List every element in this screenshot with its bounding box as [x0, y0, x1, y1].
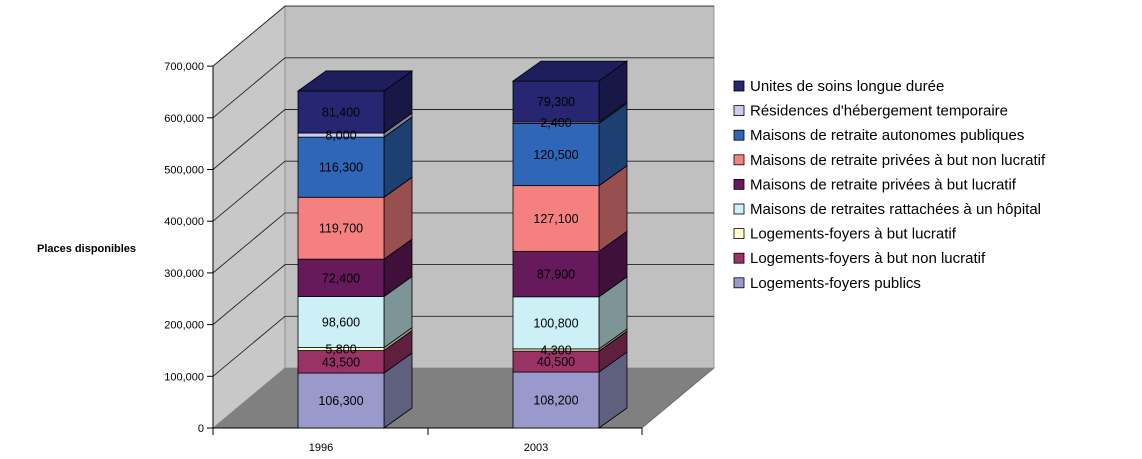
legend-item: Logements-foyers à but non lucratif [733, 250, 986, 267]
bar-segment [512, 164, 628, 253]
bar-segment [297, 116, 413, 199]
legend-label: Unites de soins longue durée [750, 78, 944, 95]
bar-segment-front [512, 371, 600, 429]
y-axis-title: Places disponibles [37, 243, 136, 255]
legend-item: Logements-foyers publics [733, 275, 921, 292]
data-label: 87,900 [537, 268, 575, 282]
bar-segment-front [297, 90, 385, 134]
legend-swatch [733, 252, 745, 264]
bar-segment [512, 276, 628, 350]
legend-label: Maisons de retraite privées à but non lu… [750, 152, 1046, 169]
bar-segment [296, 70, 414, 134]
data-label: 116,300 [319, 161, 363, 175]
data-label: 106,300 [318, 394, 363, 408]
legend-item: Résidences d'hébergement temporaire [733, 103, 1008, 120]
legend-label: Logements-foyers à but lucratif [750, 226, 957, 243]
bar-segment-front [512, 296, 600, 350]
y-tick-label: 700,000 [164, 61, 204, 73]
legend-item: Logements-foyers à but lucratif [733, 226, 957, 243]
bar-segment [512, 230, 628, 298]
data-label: 4,300 [540, 344, 571, 358]
data-label: 108,200 [533, 394, 578, 408]
bar-segment [297, 275, 413, 349]
chart-walls [211, 5, 716, 429]
bar-segment-front [297, 136, 385, 198]
bar-segment-front [512, 185, 600, 252]
bar-top [511, 60, 629, 82]
legend: Unites de soins longue durée Résidences d… [733, 78, 1046, 292]
legend-swatch [733, 80, 745, 92]
data-label: 100,800 [533, 316, 578, 330]
y-tick-label: 400,000 [164, 216, 204, 228]
legend-swatch [733, 203, 745, 215]
axes: 0 100,000 200,000 300,000 400,000 500,000 600,… [164, 61, 643, 454]
data-label: 43,500 [322, 355, 360, 369]
legend-swatch [733, 178, 745, 190]
gridline [212, 5, 714, 67]
legend-swatch [733, 277, 745, 289]
legend-label: Maisons de retraites rattachées à un hôp… [750, 201, 1041, 218]
y-tick-label: 0 [198, 423, 204, 435]
gridline [212, 57, 714, 119]
legend-label: Résidences d'hébergement temporaire [750, 103, 1008, 120]
data-label: 81,400 [322, 105, 360, 119]
data-label: 40,500 [537, 355, 575, 369]
chart-floor [211, 367, 716, 429]
data-label: 120,500 [533, 148, 578, 162]
legend-item: Maisons de retraite privées à but lucrat… [733, 176, 1017, 193]
bar-segment [512, 102, 628, 187]
bar-segment [512, 351, 628, 429]
bar-segment-front [512, 250, 600, 298]
y-tick-label: 600,000 [164, 113, 204, 125]
legend-item: Maisons de retraites rattachées à un hôp… [733, 201, 1041, 218]
legend-label: Maisons de retraite privées à but lucrat… [750, 176, 1017, 193]
data-label: 127,100 [533, 212, 578, 226]
bar-segment [511, 60, 629, 123]
bar-segment [297, 176, 413, 260]
data-label: 79,300 [537, 95, 575, 109]
bar-top [296, 70, 414, 92]
bar-segment [297, 329, 413, 374]
x-tick-label: 2003 [524, 442, 548, 454]
data-label: 72,400 [322, 271, 360, 285]
legend-item: Maisons de retraite privées à but non lu… [733, 152, 1046, 169]
data-label: 98,600 [322, 316, 360, 330]
data-label: 2,400 [540, 116, 571, 130]
x-tick-label: 1996 [309, 442, 333, 454]
legend-item: Maisons de retraite autonomes publiques [733, 127, 1024, 144]
data-label: 8,000 [325, 129, 356, 143]
legend-swatch [733, 105, 745, 116]
bar-segment-front [297, 372, 385, 429]
bar-segment [297, 352, 413, 429]
bar-segment-front [512, 122, 600, 187]
legend-label: Logements-foyers à but non lucratif [750, 250, 986, 267]
legend-swatch [733, 154, 745, 166]
data-label: 119,700 [319, 222, 363, 236]
y-tick-label: 200,000 [164, 320, 204, 332]
chart-side-wall [212, 5, 286, 429]
legend-swatch [733, 129, 745, 141]
y-tick-label: 100,000 [164, 371, 204, 383]
y-tick-label: 500,000 [164, 165, 204, 177]
bar-segment-front [512, 80, 600, 123]
y-tick-label: 300,000 [164, 268, 204, 280]
data-label: 5,800 [325, 343, 356, 357]
bars [296, 60, 629, 429]
legend-label: Logements-foyers publics [750, 275, 921, 292]
legend-item: Unites de soins longue durée [733, 78, 944, 95]
bar-segment-front [297, 196, 385, 260]
legend-swatch [733, 228, 745, 240]
legend-label: Maisons de retraite autonomes publiques [750, 127, 1024, 144]
bar-segment-front [297, 296, 385, 348]
